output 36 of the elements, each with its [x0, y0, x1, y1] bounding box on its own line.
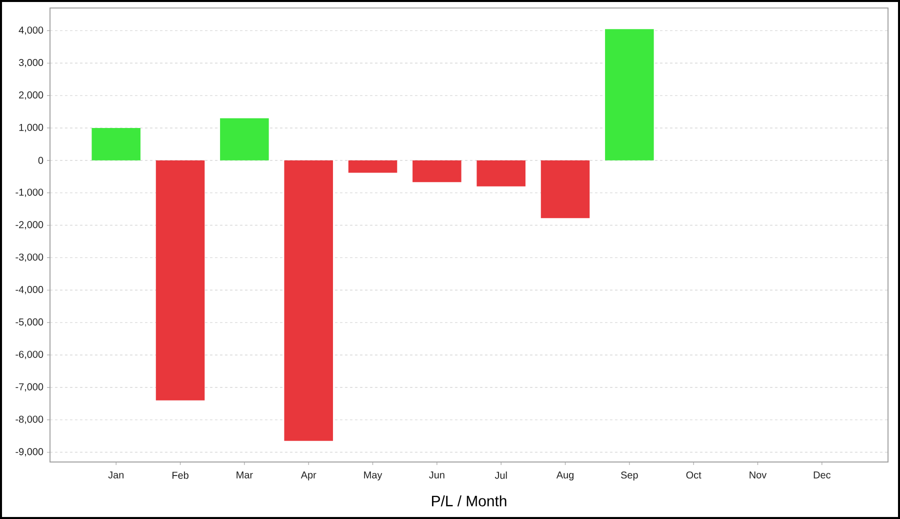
y-tick-label: -3,000 — [16, 254, 44, 262]
bar — [92, 128, 140, 160]
bar — [284, 160, 333, 441]
x-tick-label: Jul — [494, 472, 507, 479]
x-tick-label: Oct — [686, 472, 702, 479]
x-tick-label: Mar — [236, 472, 253, 478]
bar — [540, 160, 590, 218]
x-tick-label: Dec — [814, 472, 831, 478]
bar — [220, 118, 269, 160]
y-tick-label: -7,000 — [16, 383, 44, 392]
x-tick-label: Aug — [556, 472, 574, 480]
x-tick-label: Apr — [300, 472, 316, 480]
y-tick-label: -2,000 — [16, 221, 44, 230]
bar — [605, 29, 654, 160]
y-tick-label: -1,000 — [16, 188, 44, 197]
x-tick-label: Nov — [750, 472, 767, 478]
x-axis-title: P/L / Month — [432, 495, 506, 506]
y-tick-label: -5,000 — [16, 318, 44, 327]
bar — [476, 160, 526, 186]
x-tick-label: May — [364, 472, 382, 480]
bar — [348, 160, 398, 173]
x-tick-label: Jan — [108, 472, 124, 478]
bar — [156, 160, 205, 400]
x-tick-label: Sep — [621, 472, 638, 481]
y-tick-label: 2,000 — [19, 91, 44, 100]
y-tick-label: 0 — [38, 156, 44, 164]
y-tick-label: -8,000 — [16, 416, 44, 424]
y-tick-label: -9,000 — [16, 448, 44, 456]
y-tick-label: 3,000 — [18, 59, 44, 68]
y-tick-label: -6,000 — [16, 350, 44, 360]
y-tick-label: -4,000 — [16, 286, 44, 294]
y-tick-label: 4,000 — [18, 26, 44, 35]
y-tick-label: 1,000 — [19, 124, 44, 132]
bar — [412, 160, 462, 182]
x-tick-label: Jun — [429, 472, 444, 478]
x-tick-label: Feb — [172, 472, 188, 479]
